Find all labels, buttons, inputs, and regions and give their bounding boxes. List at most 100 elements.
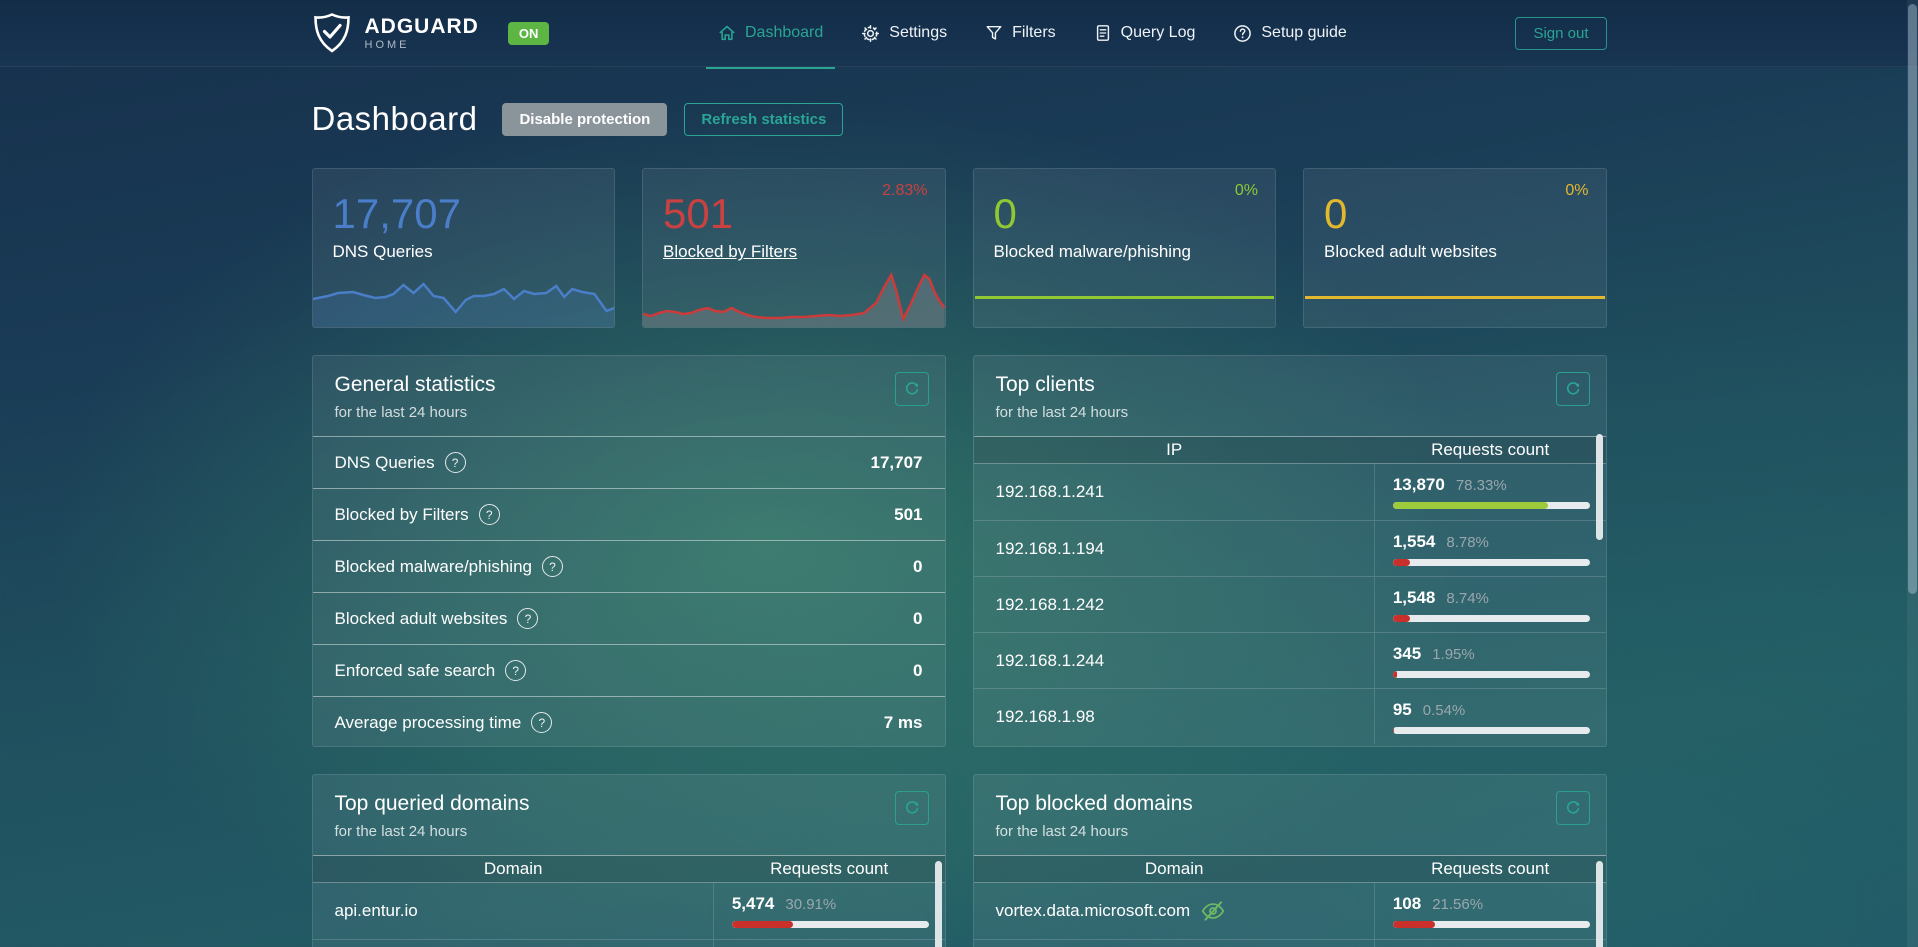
panel-scrollbar[interactable] [1595,434,1603,540]
disable-protection-button[interactable]: Disable protection [502,102,668,136]
table-row [312,939,945,947]
panel-subtitle: for the last 24 hours [334,404,468,421]
request-percent: 21.56% [1432,896,1484,913]
stat-row-value: 501 [894,504,923,524]
domain-name [313,940,714,947]
panel-scrollbar[interactable] [1595,861,1603,947]
request-percent: 0.54% [1422,701,1466,719]
request-percent: 8.78% [1446,533,1489,551]
dashboard-content: Dashboard Disable protection Refresh sta… [311,67,1607,947]
refresh-panel-button[interactable] [894,372,929,406]
nav-item-label: Query Log [1120,24,1196,41]
column-header-requests[interactable]: Requests count [1431,859,1550,878]
client-ip: 192.168.1.241 [974,464,1375,520]
stat-card-blocked-malware: 0% 0 Blocked malware/phishing [972,168,1276,328]
panel-header: Top clients for the last 24 hours [974,356,1606,436]
client-ip: 192.168.1.194 [974,521,1375,576]
table-header: Domain Requests count [973,855,1606,883]
panel-header: Top queried domains for the last 24 hour… [313,775,945,855]
eye-off-icon[interactable] [1200,898,1226,924]
stat-row: Average processing time ? 7 ms [312,696,945,746]
requests-cell: 345 1.95% [1375,633,1606,688]
progress-bar [1392,614,1591,622]
refresh-panel-button[interactable] [894,791,929,825]
adguard-home-logo[interactable]: ADGUARD HOME ON [312,12,550,54]
page-title: Dashboard [311,100,478,137]
help-icon[interactable]: ? [444,452,466,473]
stat-card-blocked-filters: 2.83% 501 Blocked by Filters [642,168,946,328]
progress-bar [1392,726,1591,734]
column-header-requests[interactable]: Requests count [770,859,889,878]
home-icon [719,25,735,41]
table-row [973,939,1606,947]
refresh-icon [905,801,918,814]
page-scrollbar[interactable] [1908,4,1917,594]
page-scrollbar-track [1907,0,1918,947]
stat-row-label: Blocked adult websites [334,608,508,628]
nav-item-settings[interactable]: Settings [849,0,959,66]
progress-bar-fill [1392,921,1436,928]
panel-title: General statistics [334,373,496,396]
nav-item-setup-guide[interactable]: Setup guide [1221,0,1358,66]
nav-item-dashboard[interactable]: Dashboard [706,0,836,69]
progress-bar-fill [731,921,793,928]
help-icon[interactable]: ? [542,556,563,577]
nav-item-label: Setup guide [1261,24,1347,41]
column-header-domain[interactable]: Domain [1144,859,1204,878]
blocked-by-filters-link[interactable]: Blocked by Filters [663,242,798,262]
column-header-requests[interactable]: Requests count [1431,440,1550,459]
sign-out-button[interactable]: Sign out [1515,16,1607,50]
help-icon[interactable]: ? [531,712,553,733]
refresh-panel-button[interactable] [1555,791,1590,825]
refresh-icon [905,382,918,395]
refresh-panel-button[interactable] [1555,372,1590,406]
stat-row: Blocked malware/phishing ? 0 [312,540,945,592]
client-ip: 192.168.1.242 [974,577,1375,632]
stat-row-value: 0 [913,608,923,628]
column-header-ip[interactable]: IP [1166,440,1183,459]
help-icon[interactable]: ? [517,608,539,629]
panel-header: General statistics for the last 24 hours [313,356,945,436]
progress-bar-fill [1392,614,1411,622]
table-header: Domain Requests count [312,855,945,883]
progress-bar-fill [1392,726,1394,734]
brand-subtitle: HOME [364,38,410,51]
table-row: 192.168.1.194 1,554 8.78% [973,520,1606,576]
stat-percent: 2.83% [882,182,928,199]
nav-item-filters[interactable]: Filters [973,0,1068,66]
panel-subtitle: for the last 24 hours [995,823,1129,840]
stat-value: 0 [1324,190,1348,237]
client-ip: 192.168.1.244 [974,633,1375,688]
nav-item-label: Filters [1012,24,1056,41]
stat-label: Blocked adult websites [1324,242,1497,262]
table-row: api.entur.io 5,474 30.91% [313,883,945,939]
funnel-icon [986,25,1002,40]
requests-cell [714,940,945,947]
request-count: 13,870 [1392,475,1445,494]
stat-cards-row: 17,707 DNS Queries 2.83% 501 Blocked by … [311,168,1607,328]
stat-row: DNS Queries ? 17,707 [312,436,945,488]
title-row: Dashboard Disable protection Refresh sta… [312,100,1607,138]
stat-row-label: Enforced safe search [334,660,496,680]
stat-percent: 0% [1565,182,1589,199]
panel-header: Top blocked domains for the last 24 hour… [974,775,1606,855]
column-header-domain[interactable]: Domain [483,859,543,878]
stat-percent: 0% [1234,182,1258,199]
help-icon[interactable]: ? [505,660,527,681]
requests-cell: 1,554 8.78% [1375,521,1606,576]
stat-value: 17,707 [332,190,461,237]
question-icon [1234,24,1252,42]
requests-cell: 1,548 8.74% [1375,577,1606,632]
nav-item-query-log[interactable]: Query Log [1082,0,1208,66]
stat-row-value: 0 [913,556,923,576]
stat-row-label: Blocked malware/phishing [334,556,533,576]
panel-scrollbar[interactable] [934,861,942,947]
refresh-statistics-button[interactable]: Refresh statistics [684,102,844,136]
blocked-adult-sparkline [1305,296,1605,299]
table-header: IP Requests count [973,436,1606,464]
general-statistics-rows: DNS Queries ? 17,707 Blocked by Filters … [312,436,945,746]
request-count: 108 [1392,894,1422,913]
help-icon[interactable]: ? [478,504,500,525]
request-percent: 1.95% [1432,645,1475,663]
panel-title: Top blocked domains [995,792,1193,815]
